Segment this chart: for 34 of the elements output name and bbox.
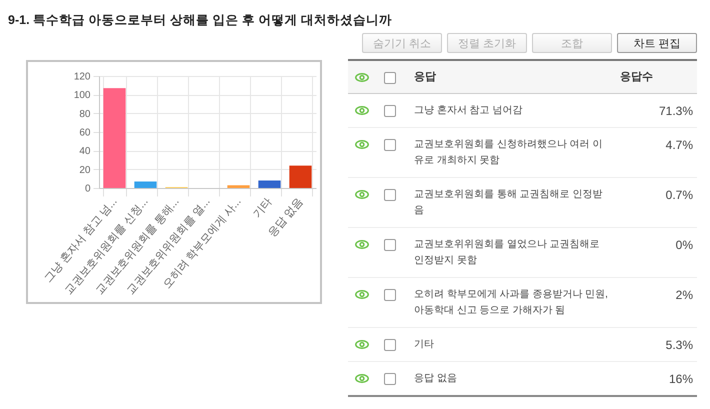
bar bbox=[227, 185, 250, 188]
button: 정렬 초기화 bbox=[447, 33, 527, 53]
category-label: 교권보호위원회를 통해 교권침해로 인정받음 bbox=[414, 188, 604, 218]
category-label: 교권보호위위원회를 열었으나 교권침해로 인정받지 못함 bbox=[414, 238, 601, 268]
y-tick-label: 120 bbox=[74, 72, 91, 82]
text: 71.3% bbox=[658, 104, 693, 118]
bar bbox=[258, 180, 281, 188]
button: 조합 bbox=[532, 33, 612, 53]
text: 응답 bbox=[414, 70, 436, 85]
text: 2% bbox=[676, 288, 693, 302]
chart-title: 9-1. 특수학급 아동으로부터 상해를 입은 후 어떻게 대처하셨습니까 bbox=[8, 12, 392, 29]
bar bbox=[289, 166, 312, 188]
text: 0% bbox=[676, 238, 693, 252]
y-tick-label: 60 bbox=[79, 128, 91, 138]
button: 차트 편집 bbox=[617, 33, 697, 53]
y-tick-label: 0 bbox=[84, 184, 91, 194]
bar bbox=[103, 88, 126, 188]
category-label: 그냥 혼자서 참고 넘어감 bbox=[414, 104, 524, 118]
x-tick-label: 기타 bbox=[251, 196, 275, 220]
category-label: 응답 없음 bbox=[414, 372, 458, 386]
text: 4.7% bbox=[666, 138, 693, 152]
y-tick-label: 80 bbox=[79, 108, 91, 120]
text: 응답수 bbox=[620, 70, 653, 85]
y-tick-label: 100 bbox=[74, 90, 91, 102]
y-tick-label: 40 bbox=[79, 146, 91, 158]
text: 16% bbox=[668, 372, 693, 386]
category-label: 기타 bbox=[414, 338, 435, 352]
y-tick-label: 20 bbox=[79, 164, 91, 176]
text: 5.3% bbox=[666, 338, 693, 352]
category-label: 교권보호위원회를 신청하려했으나 여러 이유로 개최하지 못함 bbox=[414, 138, 604, 168]
button: 숨기기 취소 bbox=[362, 33, 442, 53]
bar bbox=[134, 181, 157, 188]
category-label: 오히려 학부모에게 사과를 종용받거나 민원, 아동학대 신고 등으로 가해자가 됨 bbox=[414, 288, 608, 318]
text: 0.7% bbox=[666, 188, 693, 202]
